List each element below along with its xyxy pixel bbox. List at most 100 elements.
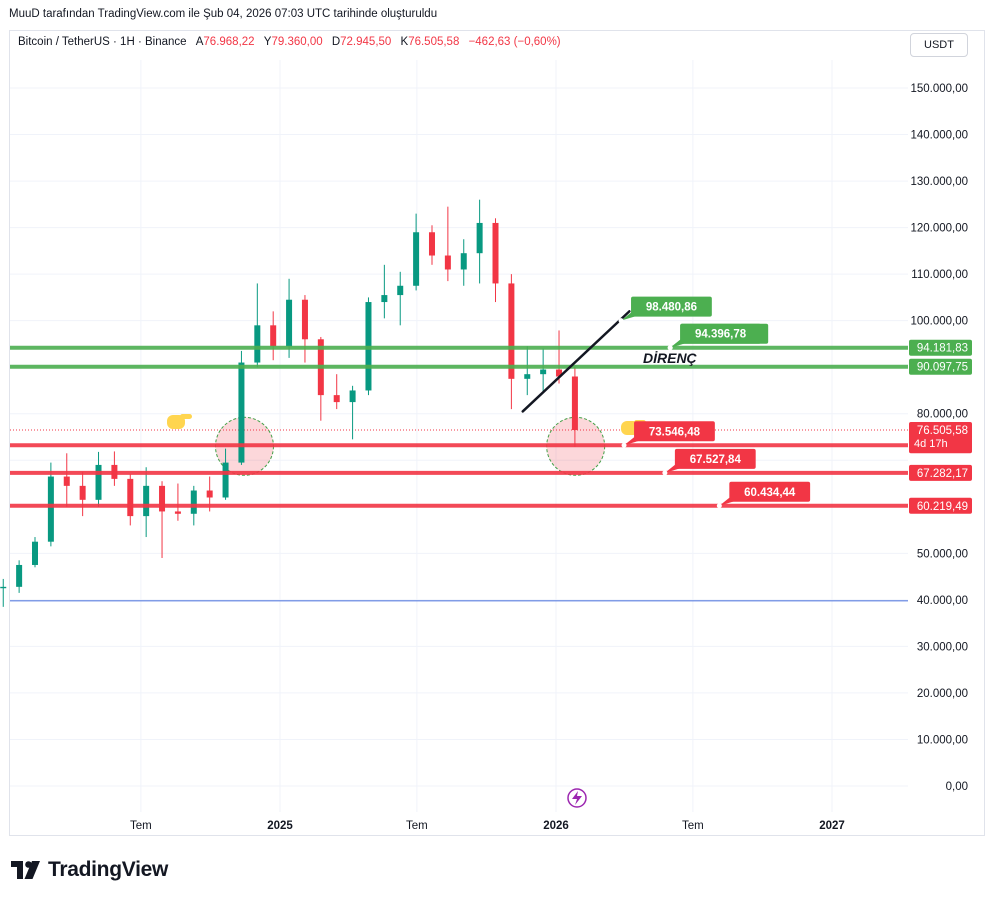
candle-body[interactable] bbox=[333, 395, 340, 403]
candle-body[interactable] bbox=[63, 476, 70, 486]
level-price-tag-bg bbox=[909, 464, 972, 481]
callout-label: 67.527,84 bbox=[690, 454, 742, 466]
low-label: D bbox=[331, 36, 341, 48]
price-axis-tick: 150.000,00 bbox=[910, 83, 968, 95]
trend-line[interactable] bbox=[521, 310, 631, 413]
high-label: Y bbox=[263, 36, 272, 48]
close-label: K bbox=[400, 36, 409, 48]
time-axis-tick: Tem bbox=[130, 820, 152, 832]
candle-body[interactable] bbox=[571, 376, 578, 431]
level-price-tag-bg bbox=[909, 497, 972, 514]
current-price-tag-bg bbox=[909, 421, 972, 451]
level-price-tag-bg bbox=[909, 358, 972, 375]
level-price-tag-bg bbox=[909, 339, 972, 356]
price-axis-tick: 110.000,00 bbox=[911, 269, 968, 281]
callout-box bbox=[634, 421, 715, 442]
candle-body[interactable] bbox=[143, 485, 150, 517]
candle-body[interactable] bbox=[428, 232, 435, 256]
tradingview-logo-icon bbox=[11, 861, 40, 879]
grid bbox=[10, 60, 908, 812]
close-value: 76.505,58 bbox=[408, 36, 460, 48]
candle-body[interactable] bbox=[381, 295, 388, 303]
chart-frame bbox=[9, 30, 985, 836]
price-axis-tick: 10.000,00 bbox=[917, 734, 968, 746]
candle-body[interactable] bbox=[222, 462, 229, 498]
candle-body[interactable] bbox=[254, 325, 261, 363]
symbol-name[interactable]: Bitcoin / TetherUS · 1H · Binance bbox=[18, 36, 187, 48]
lightning-bolt bbox=[572, 791, 582, 805]
candle-body[interactable] bbox=[206, 490, 213, 498]
callout-box bbox=[631, 296, 712, 317]
candle-body[interactable] bbox=[508, 283, 515, 379]
price-callout[interactable]: 60.434,44 bbox=[716, 481, 811, 509]
candle-body[interactable] bbox=[540, 369, 547, 375]
candle-body[interactable] bbox=[32, 541, 39, 565]
callout-box bbox=[729, 481, 811, 502]
lightning-event-icon[interactable] bbox=[567, 788, 587, 808]
candle-body[interactable] bbox=[524, 374, 531, 379]
callout-anchor bbox=[667, 345, 673, 351]
candle-countdown: 4d 17h bbox=[914, 438, 948, 450]
price-callout[interactable]: 98.480,86 bbox=[618, 296, 712, 324]
price-callout[interactable]: 94.396,78 bbox=[667, 323, 761, 351]
candle-body[interactable] bbox=[444, 255, 451, 270]
candle-body[interactable] bbox=[16, 564, 23, 587]
level-price-tag[interactable]: 60.219,49 bbox=[909, 497, 972, 514]
candle-body[interactable] bbox=[127, 478, 134, 517]
time-axis-tick: 2026 bbox=[543, 820, 569, 832]
candle-body[interactable] bbox=[79, 485, 86, 500]
level-price-tag[interactable]: 67.282,17 bbox=[909, 464, 972, 481]
callout-anchor bbox=[662, 470, 668, 476]
candle-body[interactable] bbox=[270, 325, 277, 347]
change-value: −462,63 (−0,60%) bbox=[468, 36, 561, 48]
candle-body[interactable] bbox=[301, 299, 308, 340]
tradingview-logo[interactable]: TradingView bbox=[11, 858, 168, 882]
price-axis-tick: 140.000,00 bbox=[910, 130, 968, 142]
level-price-tag-label: 60.219,49 bbox=[917, 501, 968, 513]
callout-anchor bbox=[621, 442, 627, 448]
chart-attribution: MuuD tarafından TradingView.com ile Şub … bbox=[9, 8, 438, 20]
level-price-tag-label: 94.181,83 bbox=[917, 343, 968, 355]
callout-anchor bbox=[618, 318, 624, 324]
candle-body[interactable] bbox=[190, 490, 197, 514]
candle-body[interactable] bbox=[174, 511, 181, 514]
callout-box bbox=[674, 448, 756, 469]
candle-body[interactable] bbox=[349, 390, 356, 403]
level-price-tag-label: 90.097,75 bbox=[917, 362, 968, 374]
price-callout[interactable]: 67.527,84 bbox=[662, 448, 756, 476]
candle-body[interactable] bbox=[286, 299, 293, 347]
callout-box bbox=[680, 323, 761, 344]
candle-body[interactable] bbox=[238, 362, 245, 463]
time-axis-tick: 2025 bbox=[267, 820, 293, 832]
currency-button[interactable]: USDT bbox=[910, 33, 968, 57]
callout-label: 94.396,78 bbox=[695, 329, 747, 341]
price-axis-tick: 20.000,00 bbox=[917, 688, 968, 700]
candle-body[interactable] bbox=[413, 232, 420, 286]
candle-body[interactable] bbox=[492, 222, 499, 284]
level-price-tag-label: 67.282,17 bbox=[917, 468, 968, 480]
hand-pointer-icon bbox=[167, 414, 192, 429]
level-price-tag[interactable]: 94.181,83 bbox=[909, 339, 972, 356]
candle-body[interactable] bbox=[0, 586, 7, 589]
candle-body[interactable] bbox=[460, 253, 467, 270]
candle-body[interactable] bbox=[47, 476, 54, 542]
candle-body[interactable] bbox=[476, 222, 483, 254]
logo-text: TradingView bbox=[48, 858, 169, 881]
price-axis-tick: 80.000,00 bbox=[917, 409, 968, 421]
high-value: 79.360,00 bbox=[271, 36, 323, 48]
price-axis-tick: 30.000,00 bbox=[917, 641, 968, 653]
current-price-label: 76.505,58 bbox=[917, 425, 968, 437]
open-label: A bbox=[195, 36, 204, 48]
price-callout[interactable]: 73.546,48 bbox=[621, 421, 715, 448]
candle-body[interactable] bbox=[397, 285, 404, 296]
callout-label: 98.480,86 bbox=[646, 302, 697, 314]
candle-body[interactable] bbox=[159, 485, 166, 512]
candle-body[interactable] bbox=[95, 464, 102, 500]
hand-palm bbox=[167, 415, 185, 429]
price-axis-tick: 100.000,00 bbox=[910, 316, 968, 328]
candle-body[interactable] bbox=[556, 369, 563, 377]
level-price-tag[interactable]: 90.097,75 bbox=[909, 358, 972, 375]
hand-finger bbox=[180, 414, 192, 419]
